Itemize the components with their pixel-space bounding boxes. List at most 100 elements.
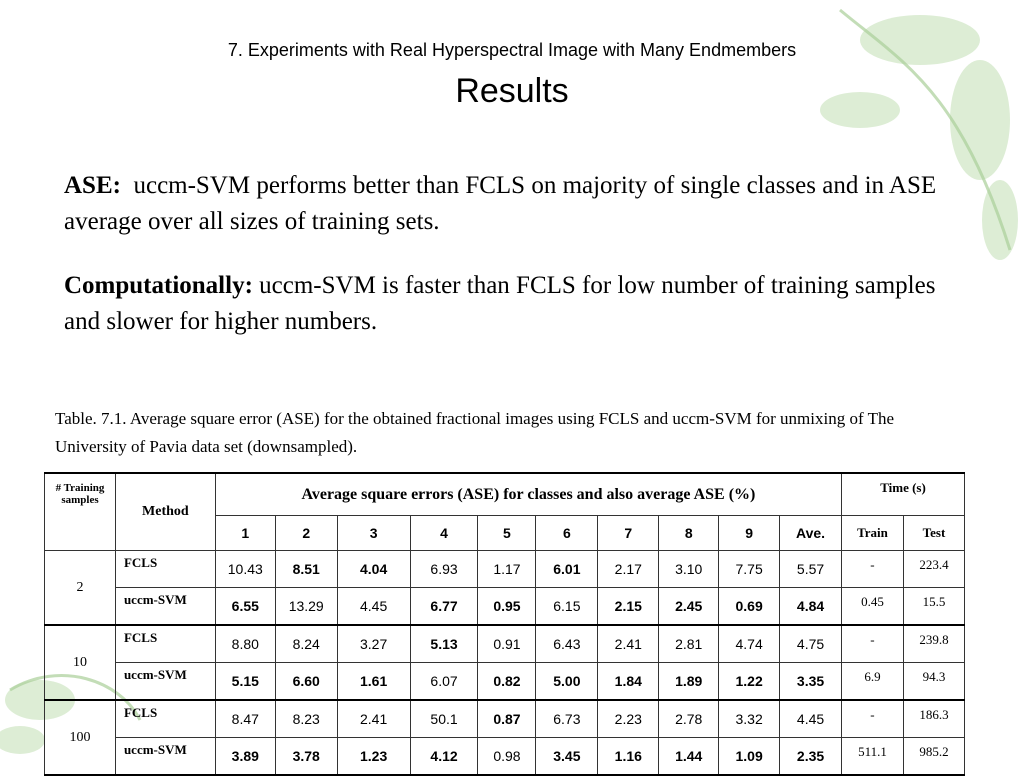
time-cell: 0.45	[841, 587, 904, 626]
text: uccm-SVM is faster than FCLS for low num…	[64, 272, 936, 335]
ase-cell: 5.00	[535, 662, 599, 701]
method-cell: uccm-SVM	[114, 662, 216, 701]
ase-cell: 2.41	[597, 624, 660, 663]
ase-cell: 3.45	[535, 737, 599, 776]
paragraph: ASE: uccm-SVM performs better than FCLS …	[64, 168, 954, 240]
ase-cell: 0.91	[477, 624, 537, 663]
data-row: 10 FCLS 8.80 8.24 3.27 5.13 0.91 6.43 2.41 2.81 4.…	[44, 624, 966, 701]
ase-cell: 2.78	[658, 699, 720, 738]
ase-cell: 8.24	[274, 624, 338, 663]
ase-cell: 2.45	[658, 587, 720, 626]
ase-cell: 2.41	[336, 699, 411, 738]
ase-cell: 0.82	[477, 662, 537, 701]
header-cell: Test	[902, 515, 966, 551]
data-row: uccm-SVM 5.15 6.60 1.61 6.07 0.82 5.00 1.84 1.89…	[45, 662, 966, 701]
ase-cell: 3.32	[718, 699, 781, 738]
ase-cell: 8.51	[274, 550, 338, 588]
header-cell: 6	[535, 515, 599, 551]
ase-cell: 2.35	[779, 737, 843, 776]
caption: Table. 7.1. Average square error (ASE) f…	[55, 409, 894, 456]
method-cell: FCLS	[114, 624, 216, 663]
ase-cell: 3.27	[336, 624, 411, 663]
header-cell: Average square errors (ASE) for classes …	[214, 472, 843, 516]
header-cell: Ave.	[779, 515, 843, 551]
header-row: 1 2 3 4 5 6 7 8 9 Ave. Train Test	[45, 515, 966, 551]
ase-cell: 1.89	[658, 662, 720, 701]
data-row: 100 FCLS 8.47 8.23 2.41 50.1 0.87 6.73 2.23 2.78 3…	[44, 699, 966, 776]
ase-cell: 3.89	[214, 737, 276, 776]
header-cell: # Training samples	[44, 472, 116, 551]
ase-cell: 1.09	[718, 737, 781, 776]
ase-cell: 0.87	[477, 699, 537, 738]
time-cell: 223.4	[902, 550, 966, 588]
header-row: # Training samples Method Average square e…	[44, 472, 965, 551]
ase-cell: 4.74	[718, 624, 781, 663]
header-cell: 3	[336, 515, 411, 551]
header-cell: 1	[214, 515, 276, 551]
method-cell: FCLS	[114, 699, 216, 738]
ase-cell: 4.84	[779, 587, 843, 626]
data-row: uccm-SVM 6.55 13.29 4.45 6.77 0.95 6.15 2.15 2.4…	[45, 587, 966, 626]
ase-cell: 4.45	[779, 699, 843, 738]
samples-cell: 2	[44, 550, 116, 626]
ase-cell: 2.81	[658, 624, 720, 663]
header-cell: Method	[114, 472, 216, 551]
data-row: 2 FCLS 10.43 8.51 4.04 6.93 1.17 6.01 2.17 3.10 7.…	[44, 550, 966, 626]
ase-cell: 4.75	[779, 624, 843, 663]
ase-cell: 6.77	[409, 587, 479, 626]
text: uccm-SVM performs better than FCLS on ma…	[64, 172, 937, 235]
header-cell: 5	[477, 515, 537, 551]
ase-cell: 1.61	[336, 662, 411, 701]
ase-cell: 4.45	[336, 587, 411, 626]
samples-cell: 10	[44, 624, 116, 701]
ase-cell: 6.60	[274, 662, 338, 701]
ase-cell: 6.15	[535, 587, 599, 626]
ase-cell: 6.43	[535, 624, 599, 663]
method-cell: uccm-SVM	[114, 737, 216, 776]
title: Results	[455, 72, 569, 110]
ase-cell: 0.98	[477, 737, 537, 776]
samples-cell: 100	[44, 699, 116, 776]
header-cell: Time (s)	[841, 472, 965, 516]
time-cell: 94.3	[902, 662, 966, 701]
time-cell: -	[841, 550, 904, 588]
header-cell: 8	[658, 515, 720, 551]
time-cell: -	[841, 699, 904, 738]
data-row: uccm-SVM 3.89 3.78 1.23 4.12 0.98 3.45 1.16 1.44…	[45, 737, 966, 776]
ase-cell: 1.23	[336, 737, 411, 776]
lead: ASE:	[64, 172, 121, 199]
ase-cell: 6.07	[409, 662, 479, 701]
method-cell: FCLS	[114, 550, 216, 588]
ase-cell: 6.73	[535, 699, 599, 738]
ase-cell: 1.16	[597, 737, 660, 776]
header-cell: 9	[718, 515, 781, 551]
ase-cell: 8.23	[274, 699, 338, 738]
ase-cell: 6.93	[409, 550, 479, 588]
subtitle: 7. Experiments with Real Hyperspectral I…	[227, 40, 797, 60]
time-cell: 6.9	[841, 662, 904, 701]
header-cell: 2	[274, 515, 338, 551]
ase-cell: 10.43	[214, 550, 276, 588]
ase-cell: 1.22	[718, 662, 781, 701]
ase-cell: 5.13	[409, 624, 479, 663]
time-cell: -	[841, 624, 904, 663]
ase-cell: 7.75	[718, 550, 781, 588]
ase-cell: 4.12	[409, 737, 479, 776]
ase-cell: 5.15	[214, 662, 276, 701]
ase-cell: 4.04	[336, 550, 411, 588]
ase-cell: 2.23	[597, 699, 660, 738]
ase-cell: 6.55	[214, 587, 276, 626]
time-cell: 511.1	[841, 737, 904, 776]
ase-cell: 3.10	[658, 550, 720, 588]
ase-cell: 0.69	[718, 587, 781, 626]
method-cell: uccm-SVM	[114, 587, 216, 626]
results-table: # Training samples Method Average square e…	[44, 472, 966, 776]
ase-cell: 3.35	[779, 662, 843, 701]
ase-cell: 13.29	[274, 587, 338, 626]
ase-cell: 0.95	[477, 587, 537, 626]
lead: Computationally:	[64, 272, 253, 299]
header-cell: 7	[597, 515, 660, 551]
ase-cell: 2.15	[597, 587, 660, 626]
ase-cell: 1.17	[477, 550, 537, 588]
